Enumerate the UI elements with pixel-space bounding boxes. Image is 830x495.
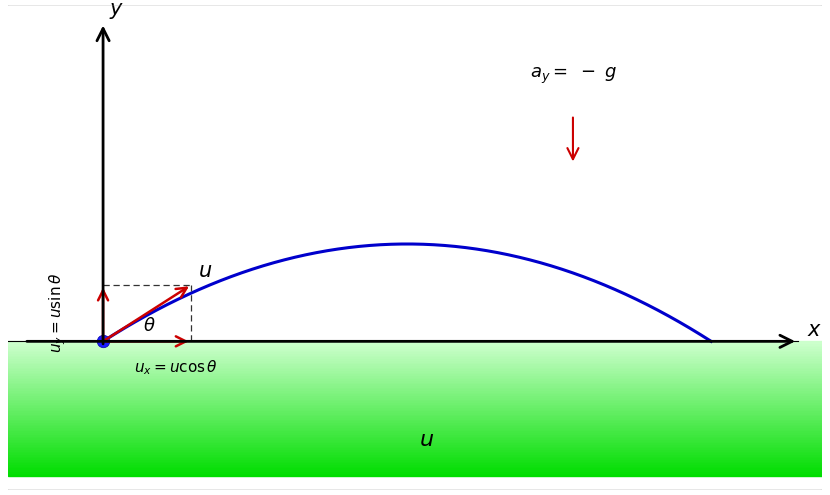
Bar [8, 418, 822, 420]
Bar [8, 343, 822, 345]
Bar [8, 442, 822, 444]
Bar [8, 458, 822, 461]
Bar [8, 381, 822, 384]
Bar [8, 366, 822, 368]
Bar [8, 455, 822, 457]
Bar [8, 364, 822, 367]
Text: $u_x = u\cos\theta$: $u_x = u\cos\theta$ [134, 358, 218, 377]
Bar [8, 438, 822, 441]
Bar [8, 446, 822, 449]
Text: $\boldsymbol{\mathit{u}}$: $\boldsymbol{\mathit{u}}$ [419, 431, 434, 450]
Bar [8, 399, 822, 402]
Bar [8, 413, 822, 415]
Bar [8, 448, 822, 450]
Text: $u_y = u\sin\theta$: $u_y = u\sin\theta$ [47, 273, 67, 353]
Bar [8, 423, 822, 425]
Bar [8, 457, 822, 459]
Bar [8, 388, 822, 390]
Bar [8, 472, 822, 474]
Text: $a_y{=}\ -\ g$: $a_y{=}\ -\ g$ [530, 66, 618, 87]
Bar [8, 465, 822, 467]
Bar [8, 359, 822, 361]
Bar [8, 408, 822, 410]
Bar [8, 467, 822, 469]
Bar [8, 437, 822, 439]
Bar [8, 470, 822, 473]
Bar [8, 351, 822, 353]
Bar [8, 346, 822, 348]
Bar [8, 357, 822, 360]
Bar [8, 451, 822, 454]
Bar [8, 409, 822, 412]
Bar [8, 341, 822, 343]
Bar [8, 411, 822, 414]
Bar [8, 378, 822, 380]
Bar [8, 430, 822, 432]
Bar [8, 344, 822, 346]
Bar [8, 362, 822, 365]
Bar [8, 386, 822, 389]
Bar [8, 421, 822, 424]
Text: $\boldsymbol{\mathit{y}}$: $\boldsymbol{\mathit{y}}$ [110, 1, 124, 21]
Text: $\boldsymbol{\mathit{u}}$: $\boldsymbol{\mathit{u}}$ [198, 260, 212, 281]
Bar [8, 415, 822, 417]
Bar [8, 376, 822, 378]
Bar [8, 361, 822, 363]
Bar [8, 398, 822, 400]
Bar [8, 371, 822, 373]
Bar [8, 352, 822, 355]
Bar [8, 460, 822, 462]
Bar [8, 356, 822, 358]
Bar [8, 395, 822, 397]
Bar [8, 349, 822, 351]
Bar [8, 379, 822, 382]
Bar [8, 403, 822, 405]
Bar [8, 468, 822, 471]
Bar [8, 367, 822, 370]
Bar [8, 393, 822, 395]
Bar [8, 384, 822, 387]
Bar [8, 474, 822, 476]
Text: $\boldsymbol{\mathit{x}}$: $\boldsymbol{\mathit{x}}$ [808, 320, 823, 340]
Bar [8, 450, 822, 452]
Bar [8, 432, 822, 434]
Bar [8, 420, 822, 422]
Bar [8, 440, 822, 442]
Bar [8, 396, 822, 398]
Bar [8, 433, 822, 436]
Bar [8, 374, 822, 377]
Bar [8, 462, 822, 464]
Bar [8, 416, 822, 419]
Bar [8, 435, 822, 437]
Bar [8, 445, 822, 447]
Bar [8, 426, 822, 429]
Bar [8, 428, 822, 431]
Bar [8, 401, 822, 403]
Bar [8, 406, 822, 408]
Bar [8, 404, 822, 407]
Bar [8, 369, 822, 372]
Bar [8, 443, 822, 446]
Bar [8, 354, 822, 356]
Bar [8, 391, 822, 394]
Bar [8, 425, 822, 427]
Bar [8, 347, 822, 350]
Bar [8, 453, 822, 456]
Bar [8, 373, 822, 375]
Bar [8, 390, 822, 392]
Bar [8, 383, 822, 385]
Text: $\theta$: $\theta$ [143, 317, 155, 335]
Bar [8, 463, 822, 466]
